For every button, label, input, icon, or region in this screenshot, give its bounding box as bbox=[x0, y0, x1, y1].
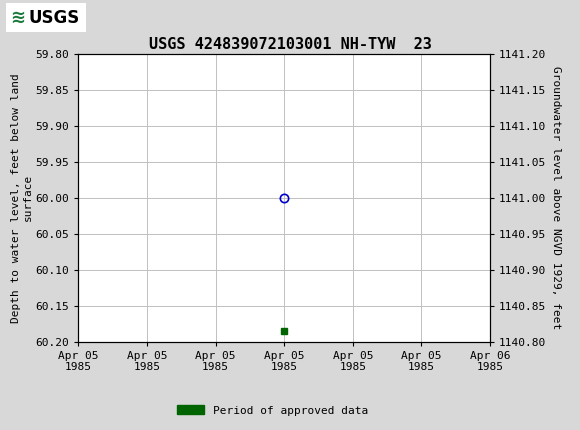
Text: USGS 424839072103001 NH-TYW  23: USGS 424839072103001 NH-TYW 23 bbox=[148, 37, 432, 52]
Y-axis label: Depth to water level, feet below land
surface: Depth to water level, feet below land su… bbox=[11, 73, 32, 322]
Y-axis label: Groundwater level above NGVD 1929, feet: Groundwater level above NGVD 1929, feet bbox=[550, 66, 560, 329]
Legend: Period of approved data: Period of approved data bbox=[172, 401, 373, 420]
FancyBboxPatch shape bbox=[6, 3, 86, 32]
Text: USGS: USGS bbox=[28, 9, 79, 27]
Text: ≋: ≋ bbox=[10, 9, 25, 27]
